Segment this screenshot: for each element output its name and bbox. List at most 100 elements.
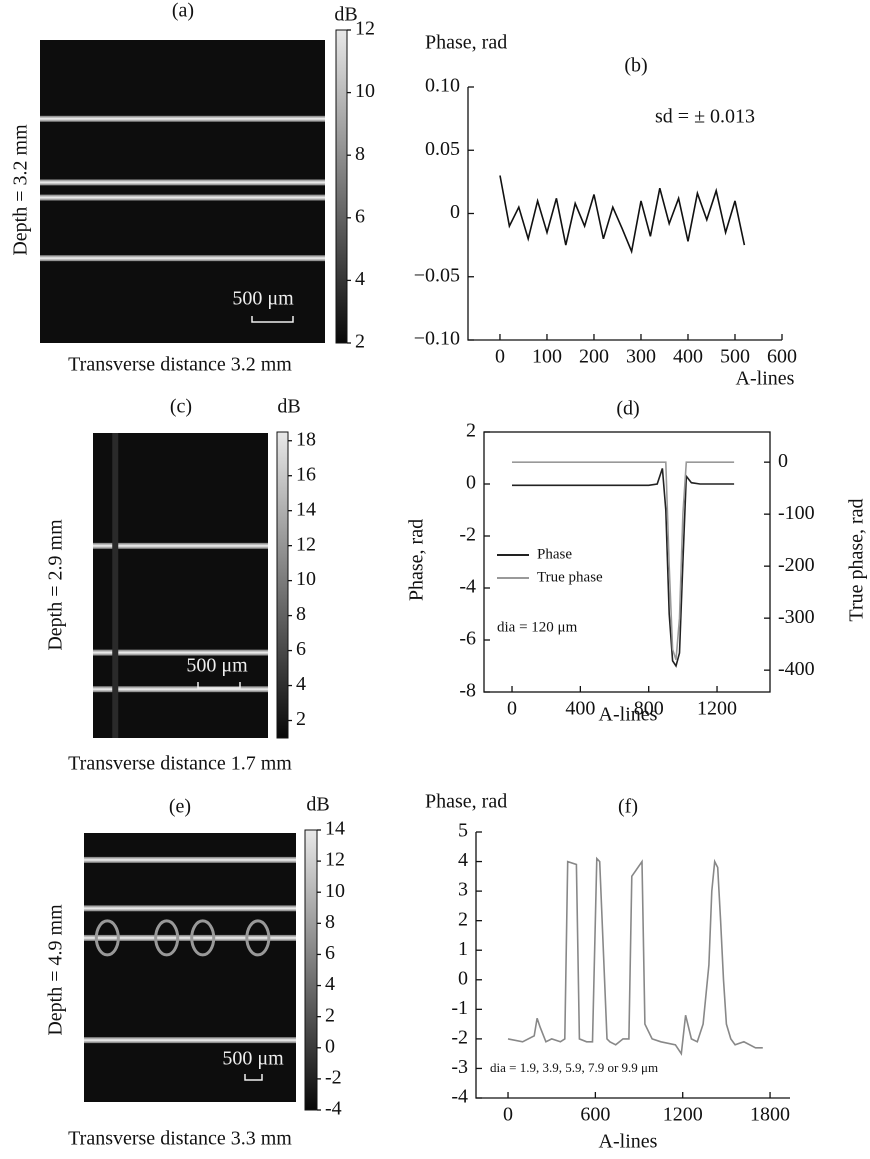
legend-label: Phase — [537, 546, 572, 562]
y2-tick-label: -100 — [778, 502, 815, 524]
x-tick-label: 100 — [532, 346, 562, 368]
colorbar-tick-label: 6 — [296, 638, 306, 660]
vessel-circle — [245, 919, 271, 957]
data-line — [512, 461, 735, 661]
x-tick-label: 1200 — [663, 1104, 703, 1126]
annotation: sd = ± 0.013 — [655, 106, 755, 128]
oct-image — [93, 433, 268, 738]
y-tick-label: 3 — [458, 879, 468, 901]
colorbar-label: dB — [306, 794, 329, 816]
y-tick-label: −0.05 — [414, 264, 460, 286]
bright-line — [40, 115, 325, 122]
colorbar-label: dB — [334, 4, 357, 26]
y-tick-label: 0.05 — [425, 138, 460, 160]
y-axis-label: Phase, rad — [425, 32, 507, 54]
y2-tick-label: -300 — [778, 606, 815, 628]
x-tick-label: 0 — [495, 346, 505, 368]
vessel-circle — [190, 919, 216, 957]
panel-label: (c) — [170, 396, 192, 418]
scale-bar-label: 500 μm — [222, 1048, 284, 1070]
plot-frame — [483, 431, 771, 693]
colorbar-tick-label: 2 — [355, 331, 365, 353]
artifact — [112, 433, 119, 738]
colorbar-tick-label: 14 — [325, 818, 345, 840]
y-tick-label: -2 — [451, 1026, 468, 1048]
y-tick-label: 5 — [458, 820, 468, 842]
y2-tick-label: -200 — [778, 554, 815, 576]
colorbar-tick-label: 8 — [355, 143, 365, 165]
y-tick-label: 1 — [458, 938, 468, 960]
colorbar-tick-label: 10 — [296, 568, 316, 590]
colorbar-label: dB — [277, 396, 300, 418]
data-line — [512, 468, 735, 668]
x-tick-label: 200 — [579, 346, 609, 368]
y2-axis-label: True phase, rad — [846, 498, 868, 621]
x-tick-label: 400 — [565, 698, 595, 720]
x-tick-label: 0 — [507, 698, 517, 720]
x-axis-label: A-lines — [736, 368, 795, 390]
y-tick-label: -2 — [459, 524, 476, 546]
colorbar-tick-label: 14 — [296, 498, 316, 520]
panel-label: (e) — [169, 796, 191, 818]
x-tick-label: 1200 — [697, 698, 737, 720]
annotation: dia = 1.9, 3.9, 5.9, 7.9 or 9.9 μm — [490, 1060, 658, 1075]
colorbar-tick-label: -4 — [325, 1098, 342, 1120]
colorbar-tick-label: 4 — [296, 673, 306, 695]
scale-bar-label: 500 μm — [186, 655, 248, 677]
data-line — [499, 175, 746, 255]
colorbar-tick-label: 6 — [355, 205, 365, 227]
y-tick-label: 0 — [450, 201, 460, 223]
colorbar-tick-label: 16 — [296, 463, 316, 485]
oct-image — [84, 833, 296, 1102]
vessel-circle — [94, 919, 120, 957]
y-tick-label: -6 — [459, 628, 476, 650]
bright-line — [84, 905, 296, 912]
y-tick-label: 2 — [458, 908, 468, 930]
colorbar-tick-label: 2 — [325, 1004, 335, 1026]
colorbar-tick-label: -2 — [325, 1066, 342, 1088]
y2-tick-label: 0 — [778, 450, 788, 472]
bright-line — [93, 649, 268, 656]
y-tick-label: 4 — [458, 849, 468, 871]
colorbar-tick-label: 10 — [325, 880, 345, 902]
x-tick-label: 500 — [720, 346, 750, 368]
y-tick-label: 0 — [458, 967, 468, 989]
panel-label: (a) — [172, 0, 194, 22]
y2-tick-label: -400 — [778, 658, 815, 680]
colorbar — [304, 829, 318, 1111]
data-line — [507, 856, 763, 1056]
oct-image — [40, 40, 325, 343]
y-tick-label: -4 — [459, 576, 476, 598]
panel-label: (f) — [618, 796, 638, 818]
x-tick-label: 800 — [634, 698, 664, 720]
colorbar-tick-label: 4 — [325, 973, 335, 995]
colorbar-tick-label: 6 — [325, 942, 335, 964]
bright-line — [40, 194, 325, 201]
y-tick-label: 0.10 — [425, 75, 460, 97]
scale-bar — [197, 682, 241, 689]
colorbar-tick-label: 10 — [355, 80, 375, 102]
colorbar-tick-label: 8 — [325, 911, 335, 933]
colorbar-tick-label: 18 — [296, 428, 316, 450]
x-tick-label: 400 — [673, 346, 703, 368]
panel-label: (d) — [616, 398, 639, 420]
x-axis-label: A-lines — [599, 704, 658, 726]
y-axis-label: Depth = 3.2 mm — [10, 124, 32, 256]
vessel-circle — [154, 919, 180, 957]
x-axis-label: Transverse distance 3.3 mm — [68, 1128, 292, 1150]
colorbar — [276, 431, 289, 739]
bright-line — [93, 542, 268, 549]
bright-line — [84, 1037, 296, 1044]
y-tick-label: 0 — [466, 472, 476, 494]
x-tick-label: 0 — [503, 1104, 513, 1126]
colorbar-tick-label: 8 — [296, 603, 306, 625]
y-tick-label: -4 — [451, 1086, 468, 1108]
panel-label: (b) — [624, 55, 647, 77]
y-tick-label: −0.10 — [414, 328, 460, 350]
y-axis-label: Phase, rad — [425, 791, 507, 813]
y-tick-label: -1 — [451, 997, 468, 1019]
legend-label: True phase — [537, 569, 603, 585]
y-axis-label: Phase, rad — [406, 519, 428, 601]
scale-bar — [244, 1074, 263, 1081]
